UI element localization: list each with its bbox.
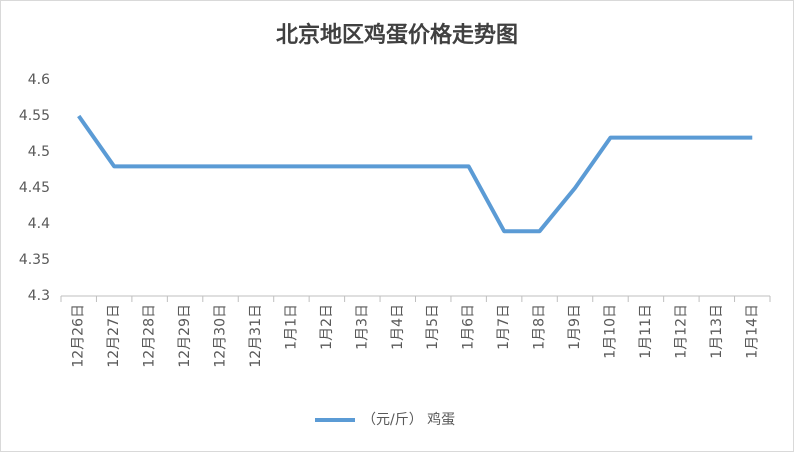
x-tick-label: 1月12日 (673, 304, 689, 359)
y-tick-label: 4.3 (28, 288, 50, 304)
x-tick-label: 1月11日 (638, 304, 654, 359)
x-tick-label: 1月4日 (390, 304, 406, 350)
x-tick-label: 12月29日 (177, 304, 193, 368)
chart-title: 北京地区鸡蛋价格走势图 (276, 22, 518, 48)
x-tick-label: 12月27日 (106, 304, 122, 368)
line-series (77, 114, 753, 234)
legend-label: （元/斤） 鸡蛋 (362, 411, 455, 428)
x-tick-label: 1月5日 (425, 304, 441, 350)
x-tick-label: 12月28日 (142, 304, 158, 368)
y-tick-label: 4.6 (28, 72, 50, 88)
x-tick-label: 12月30日 (213, 304, 229, 368)
x-tick-label: 1月3日 (354, 304, 370, 350)
x-tick-label: 1月14日 (744, 304, 760, 359)
x-tick-label: 1月8日 (532, 304, 548, 350)
y-tick-label: 4.55 (19, 108, 50, 124)
x-tick-label: 1月7日 (496, 304, 512, 350)
x-tick-label: 12月26日 (71, 304, 87, 368)
x-tick-label: 1月1日 (283, 304, 299, 350)
y-tick-label: 4.5 (28, 144, 50, 160)
x-tick-label: 1月10日 (602, 304, 618, 359)
x-tick-label: 1月2日 (319, 304, 335, 350)
x-tick-label: 1月6日 (461, 304, 477, 350)
x-tick-label: 1月13日 (709, 304, 725, 359)
y-tick-label: 4.45 (19, 180, 50, 196)
x-tick-label: 1月9日 (567, 304, 583, 350)
y-tick-label: 4.4 (28, 216, 50, 232)
x-tick-label: 12月31日 (248, 304, 264, 368)
y-tick-label: 4.35 (19, 252, 50, 268)
